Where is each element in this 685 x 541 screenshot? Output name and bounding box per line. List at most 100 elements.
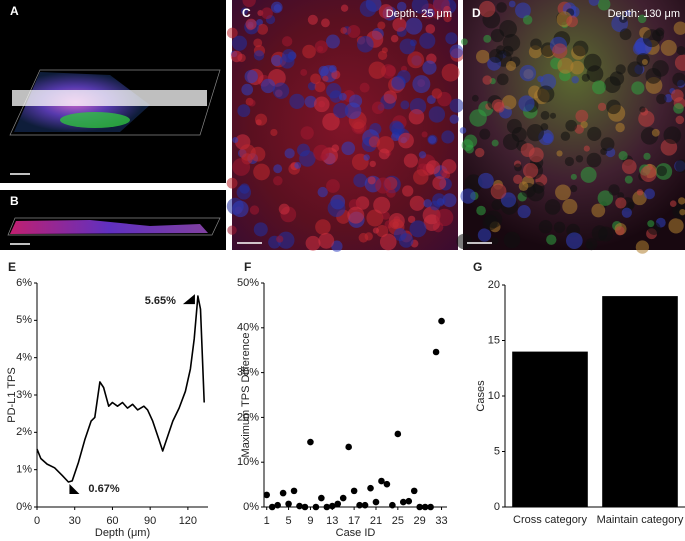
- x-tick-label: 30: [69, 515, 81, 527]
- point: [394, 430, 402, 438]
- x-tick-label: 33: [435, 515, 447, 527]
- cell: [347, 206, 365, 224]
- bar: [602, 296, 678, 507]
- cell: [565, 119, 578, 132]
- cell: [327, 199, 346, 217]
- y-tick-label: 6%: [16, 277, 32, 289]
- panel-label: G: [473, 260, 482, 274]
- slice-plane: [12, 90, 207, 106]
- point: [378, 477, 385, 485]
- cell: [349, 94, 363, 108]
- cell: [435, 208, 454, 227]
- cell: [377, 21, 386, 30]
- cell: [276, 235, 284, 243]
- cell: [627, 61, 643, 77]
- cell: [405, 17, 423, 35]
- cell: [231, 35, 248, 51]
- cell: [273, 175, 283, 186]
- cell: [644, 188, 655, 200]
- cell: [322, 75, 329, 82]
- cell: [580, 166, 597, 183]
- cell: [491, 199, 502, 211]
- y-tick-label: 50%: [237, 277, 259, 289]
- cell: [546, 234, 557, 245]
- cell: [369, 160, 376, 168]
- cell: [552, 43, 568, 59]
- cell: [491, 99, 505, 112]
- point: [383, 480, 391, 488]
- cell: [315, 219, 331, 235]
- cell: [384, 65, 397, 77]
- cell: [242, 0, 256, 8]
- panel-label: A: [10, 4, 19, 18]
- cell: [393, 228, 407, 241]
- point: [301, 503, 309, 511]
- cell: [326, 83, 342, 99]
- cell: [318, 232, 335, 249]
- point: [279, 489, 287, 497]
- cell: [585, 238, 598, 251]
- cell: [302, 44, 316, 59]
- cell: [460, 188, 476, 204]
- y-tick-label: 20%: [237, 411, 259, 423]
- point: [389, 501, 396, 509]
- cell: [624, 10, 632, 17]
- cell: [449, 44, 464, 59]
- cell: [432, 176, 447, 190]
- cell: [503, 231, 521, 249]
- cell: [490, 183, 507, 200]
- cell: [619, 28, 632, 41]
- cell: [461, 139, 474, 151]
- point: [296, 502, 303, 510]
- cell: [598, 226, 614, 242]
- cell: [476, 49, 490, 64]
- cell: [381, 211, 390, 220]
- panel-label: E: [8, 260, 16, 274]
- cell: [425, 8, 435, 18]
- cell: [583, 53, 602, 72]
- cell: [226, 27, 238, 39]
- cell: [232, 158, 251, 176]
- y-tick-label: 40%: [237, 322, 259, 334]
- cell: [442, 193, 457, 208]
- point: [350, 487, 358, 495]
- cell: [572, 40, 589, 57]
- cell: [460, 38, 468, 46]
- y-tick-label: 3%: [16, 389, 32, 401]
- cell: [542, 133, 553, 144]
- cell: [443, 14, 452, 23]
- cell: [278, 203, 290, 215]
- cell: [570, 60, 585, 75]
- cell: [379, 233, 397, 251]
- cell: [565, 232, 583, 249]
- line: [36, 295, 205, 483]
- cell: [443, 5, 451, 14]
- point: [427, 503, 434, 511]
- cell: [419, 32, 436, 49]
- cell: [637, 14, 647, 24]
- point: [268, 503, 276, 511]
- point: [367, 484, 374, 492]
- point: [328, 502, 336, 510]
- cell: [271, 54, 283, 67]
- cell: [586, 152, 602, 168]
- cell: [476, 205, 486, 216]
- point: [416, 503, 423, 511]
- cell: [279, 54, 295, 69]
- cell: [318, 65, 329, 77]
- cell: [502, 34, 521, 52]
- cell: [619, 14, 628, 23]
- cell: [636, 189, 644, 196]
- cell: [600, 137, 615, 152]
- cell: [333, 102, 349, 119]
- cell: [618, 151, 628, 161]
- y-axis-title: Maximum TPS Difference: [240, 333, 252, 458]
- cell: [597, 102, 607, 112]
- y-tick-label: 0%: [16, 501, 32, 513]
- cell: [537, 85, 555, 103]
- cell: [564, 156, 575, 167]
- cell: [272, 82, 290, 99]
- cell: [449, 114, 459, 124]
- cell: [656, 165, 668, 177]
- cell: [253, 222, 268, 237]
